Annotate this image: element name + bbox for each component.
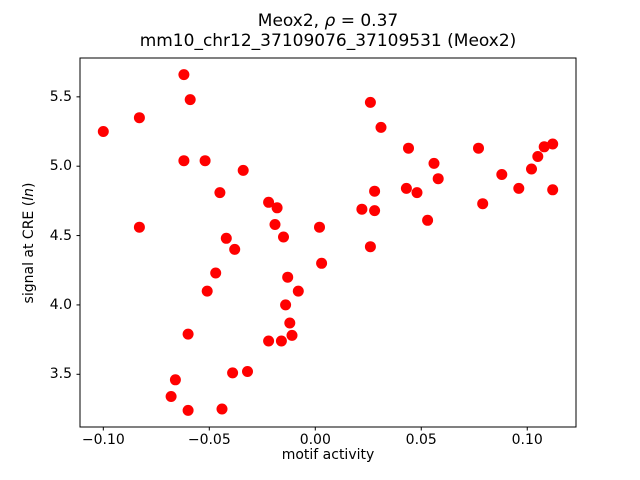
data-point: [97, 126, 109, 137]
y-tick-label: 3.5: [49, 366, 72, 383]
data-point: [227, 367, 239, 379]
data-point: [422, 214, 434, 226]
data-point: [428, 157, 440, 169]
axis-ticks: [76, 96, 528, 431]
data-point: [473, 142, 484, 154]
data-point: [275, 335, 287, 347]
data-point: [216, 403, 228, 415]
data-point: [237, 164, 249, 176]
data-point: [532, 151, 544, 162]
y-tick-label: 5.5: [49, 88, 72, 105]
data-point: [263, 196, 275, 208]
title-gene: Meox2,: [257, 11, 325, 31]
y-axis-label: signal at CRE (ln): [21, 143, 39, 343]
data-point: [375, 121, 387, 133]
data-point: [229, 243, 241, 255]
data-point: [314, 221, 325, 233]
x-tick-label: −0.10: [81, 432, 125, 448]
data-point: [282, 271, 294, 283]
data-point: [538, 141, 550, 153]
data-point: [169, 374, 181, 386]
data-point: [284, 317, 296, 329]
data-point: [369, 205, 381, 217]
data-point: [513, 182, 525, 194]
y-axis-label-ln: ln: [21, 188, 37, 201]
data-point: [214, 187, 226, 199]
data-point: [356, 203, 368, 215]
data-point: [477, 198, 489, 210]
data-point: [280, 299, 292, 311]
chart-subtitle: mm10_chr12_37109076_37109531 (Meox2): [139, 31, 517, 51]
data-point: [496, 169, 508, 180]
data-point: [178, 155, 190, 167]
x-tick-label: 0.00: [299, 432, 331, 448]
y-tick-label: 4.5: [49, 227, 72, 244]
data-point: [178, 69, 190, 81]
data-point: [269, 219, 281, 230]
data-point: [364, 96, 376, 108]
data-point: [432, 173, 444, 185]
chart-title: Meox2, ρ = 0.37: [80, 11, 576, 31]
title-correlation-value: = 0.37: [335, 11, 399, 31]
scatter-points: [97, 69, 559, 416]
data-point: [526, 163, 537, 175]
y-tick-label: 5.0: [49, 158, 72, 175]
data-point: [286, 329, 298, 341]
data-point: [271, 202, 283, 214]
data-point: [263, 335, 275, 347]
data-point: [182, 328, 194, 340]
data-point: [547, 184, 559, 196]
axes-frame: [79, 57, 577, 428]
data-point: [242, 366, 253, 377]
data-point: [547, 138, 559, 150]
data-point: [201, 285, 213, 297]
x-tick-label: 0.05: [405, 432, 437, 448]
data-point: [400, 182, 412, 194]
chart-title-block: Meox2, ρ = 0.37 mm10_chr12_37109076_3710…: [80, 11, 576, 51]
data-point: [369, 185, 381, 197]
data-point: [133, 112, 145, 124]
data-point: [411, 187, 423, 199]
data-point: [184, 94, 196, 106]
data-point: [210, 267, 222, 279]
x-axis-label: motif activity: [281, 447, 375, 463]
x-tick-label: −0.05: [187, 432, 231, 448]
data-point: [220, 232, 232, 244]
data-point: [316, 257, 328, 269]
data-point: [199, 155, 211, 167]
data-point: [165, 391, 177, 402]
data-point: [133, 221, 145, 233]
y-axis-label-close: ): [21, 182, 37, 189]
data-point: [278, 231, 289, 243]
y-tick-label: 4.0: [49, 296, 72, 313]
data-point: [364, 241, 376, 253]
rho-symbol: ρ: [324, 11, 336, 31]
data-point: [292, 285, 304, 297]
y-axis-label-text: signal at CRE (: [21, 200, 37, 304]
data-point: [182, 404, 194, 416]
data-point: [403, 142, 414, 154]
x-tick-label: 0.10: [511, 432, 543, 448]
